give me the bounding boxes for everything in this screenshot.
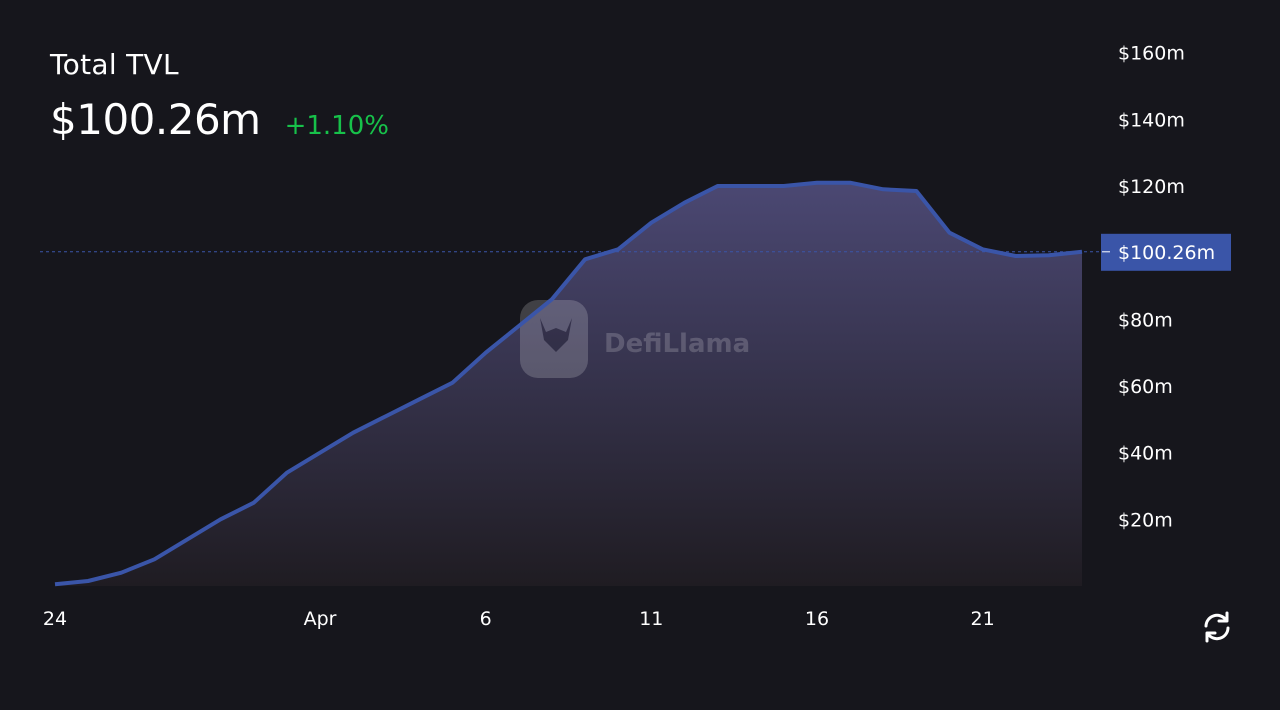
watermark-llama-icon <box>540 318 572 352</box>
x-tick-label: 6 <box>480 608 492 630</box>
watermark-logo <box>520 300 588 378</box>
total-tvl-value: $100.26m <box>50 95 261 144</box>
y-tick-label: $80m <box>1118 309 1173 331</box>
chart-header: Total TVL $100.26m +1.10% <box>50 48 389 144</box>
series-area <box>55 182 1082 586</box>
y-tick-label: $120m <box>1118 176 1185 198</box>
y-tick-label: $140m <box>1118 109 1185 131</box>
chart-title: Total TVL <box>50 48 179 81</box>
price-label-text: $100.26m <box>1118 242 1215 264</box>
x-tick-label: Apr <box>304 608 337 630</box>
y-tick-label: $20m <box>1118 509 1173 531</box>
x-tick-label: 21 <box>971 608 995 630</box>
y-axis: $20m $40m $60m $80m $120m $140m $160m <box>1118 43 1185 532</box>
watermark-text: DefiLlama <box>604 329 750 359</box>
current-price-label: $100.26m <box>1101 233 1231 271</box>
x-axis: 24 Apr 6 11 16 21 <box>43 608 995 630</box>
refresh-button[interactable] <box>1198 608 1236 646</box>
series-line-layer <box>54 180 1083 587</box>
area-layer <box>55 182 1082 586</box>
series-line <box>54 180 1083 587</box>
y-tick-label: $160m <box>1118 43 1185 65</box>
tvl-change-percent: +1.10% <box>284 111 389 141</box>
defillama-watermark: DefiLlama <box>520 300 750 378</box>
x-tick-label: 11 <box>639 608 663 630</box>
price-label-box <box>1101 233 1231 271</box>
x-tick-label: 24 <box>43 608 67 630</box>
y-tick-label: $60m <box>1118 376 1173 398</box>
x-tick-label: 16 <box>805 608 829 630</box>
value-row: $100.26m +1.10% <box>50 95 389 144</box>
y-tick-label: $40m <box>1118 443 1173 465</box>
refresh-icon <box>1204 611 1230 643</box>
